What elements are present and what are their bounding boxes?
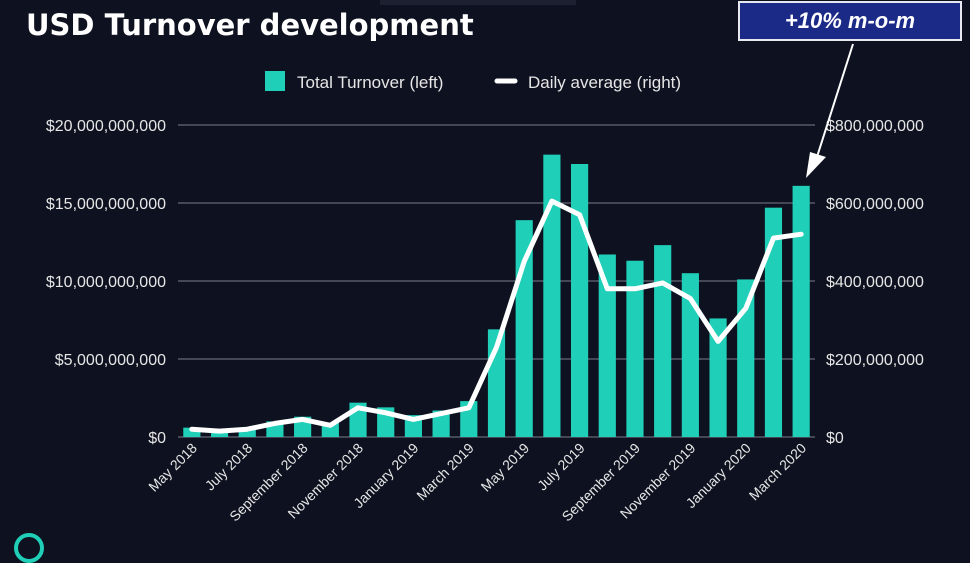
bar <box>737 279 755 437</box>
bar <box>709 318 727 437</box>
y-right-tick-label: $200,000,000 <box>826 352 924 369</box>
callout-badge: +10% m-o-m <box>738 1 962 41</box>
bar <box>626 260 644 437</box>
bar <box>238 427 256 437</box>
y-right-tick-label: $0 <box>826 430 844 447</box>
bar <box>764 207 783 437</box>
chart-title: USD Turnover development <box>26 8 474 42</box>
bar <box>432 410 450 437</box>
bar <box>792 185 810 437</box>
bar <box>654 245 672 437</box>
y-right-tick-label: $400,000,000 <box>826 274 924 291</box>
x-tick-label: March 2020 <box>746 440 810 504</box>
y-left-tick-label: $5,000,000,000 <box>55 352 166 369</box>
x-tick-label: July 2018 <box>202 440 256 494</box>
y-left-tick-label: $0 <box>148 430 166 447</box>
y-left-tick-label: $20,000,000,000 <box>46 118 166 135</box>
legend-label-bar: Total Turnover (left) <box>297 73 443 92</box>
x-tick-label: July 2019 <box>534 440 588 494</box>
y-axis-right: $0 $200,000,000 $400,000,000 $600,000,000 $8… <box>826 118 924 447</box>
brand-logo <box>14 533 44 563</box>
bar <box>543 154 561 437</box>
x-tick-label: May 2018 <box>145 440 200 495</box>
top-strip <box>380 0 576 5</box>
y-right-tick-label: $800,000,000 <box>826 118 924 135</box>
bar <box>183 427 201 437</box>
bar <box>681 273 699 437</box>
y-axis-left: $0 $5,000,000,000 $10,000,000,000 $15,000,0… <box>46 118 166 447</box>
bar <box>598 254 616 437</box>
y-left-tick-label: $10,000,000,000 <box>46 274 166 291</box>
legend-label-line: Daily average (right) <box>528 73 681 92</box>
daily-average-line <box>189 198 804 434</box>
y-left-tick-label: $15,000,000,000 <box>46 196 166 213</box>
legend: Total Turnover (left) Daily average (rig… <box>265 71 681 92</box>
y-right-tick-label: $600,000,000 <box>826 196 924 213</box>
legend-swatch-bar <box>265 71 285 91</box>
x-tick-label: March 2019 <box>413 440 477 504</box>
callout-arrow <box>806 43 854 178</box>
bars <box>183 154 810 437</box>
bar <box>571 164 589 437</box>
x-tick-label: May 2019 <box>478 440 533 495</box>
